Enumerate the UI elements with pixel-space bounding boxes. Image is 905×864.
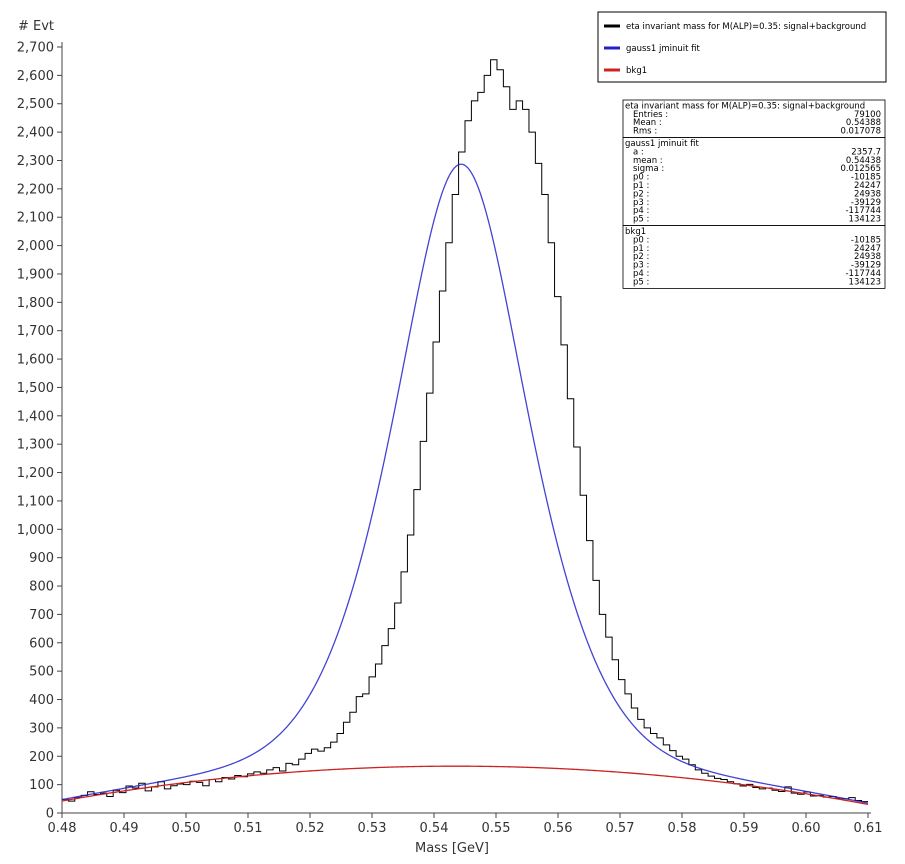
legend-label: bkg1	[626, 66, 647, 76]
histogram-series	[62, 59, 868, 803]
y-tick-label: 1,200	[17, 466, 54, 481]
y-tick-label: 800	[29, 580, 54, 595]
stats-section-title: eta invariant mass for M(ALP)=0.35: sign…	[625, 101, 865, 111]
stats-value: 0.017078	[840, 127, 881, 137]
stats-value: -117744	[845, 269, 881, 279]
stats-label: p1 :	[633, 181, 649, 191]
y-tick-label: 1,300	[17, 438, 54, 453]
stats-value: -10185	[851, 173, 881, 183]
y-tick-label: 2,700	[17, 41, 54, 56]
x-tick-label: 0.61	[854, 821, 883, 836]
y-tick-label: 0	[46, 807, 54, 822]
x-tick-label: 0.54	[420, 821, 449, 836]
y-tick-label: 1,600	[17, 353, 54, 368]
y-tick-label: 1,800	[17, 296, 54, 311]
stats-label: Rms :	[633, 127, 657, 137]
stats-value: 0.012565	[840, 164, 881, 174]
x-tick-label: 0.60	[792, 821, 821, 836]
x-axis: 0.48 0.49 0.50 0.51 0.52 0.53 0.54 0.55 0.56 0.57…	[48, 812, 883, 836]
stats-value: 24247	[854, 181, 881, 191]
y-tick-label: 1,900	[17, 267, 54, 282]
y-tick-label: 2,300	[17, 154, 54, 169]
stats-value: 24938	[854, 189, 881, 199]
stats-value: 2357.7	[851, 147, 881, 157]
x-tick-label: 0.55	[482, 821, 511, 836]
stats-label: p5 :	[633, 215, 649, 225]
y-tick-label: 1,100	[17, 494, 54, 509]
stats-label: p0 :	[633, 235, 649, 245]
x-tick-label: 0.50	[172, 821, 201, 836]
x-tick-label: 0.59	[730, 821, 759, 836]
stats-label: a :	[633, 147, 644, 157]
y-tick-label: 300	[29, 721, 54, 736]
y-tick-label: 200	[29, 750, 54, 765]
y-tick-label: 2,500	[17, 97, 54, 112]
stats-value: 134123	[849, 277, 881, 287]
stats-label: mean :	[633, 156, 663, 166]
y-tick-label: 1,400	[17, 409, 54, 424]
stats-value: -39129	[851, 198, 881, 208]
stats-section	[622, 99, 886, 138]
stats-value: 24247	[854, 244, 881, 254]
x-tick-label: 0.51	[234, 821, 263, 836]
y-tick-label: 2,600	[17, 69, 54, 84]
stats-section-title: gauss1 jminuit fit	[625, 139, 699, 149]
x-tick-label: 0.58	[668, 821, 697, 836]
stats-label: Entries :	[633, 110, 668, 120]
stats-label: sigma :	[633, 164, 664, 174]
legend: eta invariant mass for M(ALP)=0.35: sign…	[597, 11, 887, 83]
stats-section	[622, 137, 886, 227]
y-tick-label: 900	[29, 551, 54, 566]
stats-section-title: bkg1	[625, 227, 646, 237]
y-tick-label: 1,500	[17, 381, 54, 396]
stats-label: p2 :	[633, 189, 649, 199]
stats-label: p4 :	[633, 269, 649, 279]
stats-value: -39129	[851, 261, 881, 271]
y-axis: 0 100 200 300 400 500 600 700 800 900 1,000 1,100 1,…	[17, 41, 63, 822]
stats-label: p1 :	[633, 244, 649, 254]
stats-value: 134123	[849, 215, 881, 225]
stats-label: p2 :	[633, 252, 649, 262]
y-axis-label: # Evt	[18, 19, 54, 34]
stats-section	[622, 225, 886, 289]
y-tick-label: 1,700	[17, 324, 54, 339]
y-tick-label: 1,000	[17, 523, 54, 538]
stats-label: p3 :	[633, 261, 649, 271]
stats-value: 79100	[854, 110, 881, 120]
y-tick-label: 2,200	[17, 182, 54, 197]
x-tick-label: 0.52	[296, 821, 325, 836]
y-tick-label: 2,100	[17, 211, 54, 226]
stats-label: Mean :	[633, 118, 662, 128]
x-tick-label: 0.49	[110, 821, 139, 836]
stats-value: 0.54438	[846, 156, 881, 166]
y-tick-label: 2,000	[17, 239, 54, 254]
legend-box	[597, 11, 887, 83]
stats-label: p5 :	[633, 277, 649, 287]
x-tick-label: 0.53	[358, 821, 387, 836]
stats-value: 24938	[854, 252, 881, 262]
stats-value: -117744	[845, 206, 881, 216]
y-tick-label: 2,400	[17, 126, 54, 141]
stats-label: p0 :	[633, 173, 649, 183]
y-tick-label: 500	[29, 665, 54, 680]
stats-label: p3 :	[633, 198, 649, 208]
y-tick-label: 100	[29, 778, 54, 793]
legend-label: gauss1 jminuit fit	[626, 44, 700, 54]
stats-value: -10185	[851, 235, 881, 245]
stats-label: p4 :	[633, 206, 649, 216]
legend-label: eta invariant mass for M(ALP)=0.35: sign…	[626, 22, 866, 32]
y-tick-label: 600	[29, 636, 54, 651]
x-axis-label: Mass [GeV]	[415, 841, 489, 856]
x-tick-label: 0.56	[544, 821, 573, 836]
background-fit-curve	[61, 765, 869, 806]
signal-fit-curve	[61, 163, 869, 804]
stats-box: eta invariant mass for M(ALP)=0.35: sign…	[622, 99, 886, 289]
x-tick-label: 0.57	[606, 821, 635, 836]
y-tick-label: 400	[29, 693, 54, 708]
stats-value: 0.54388	[846, 118, 881, 128]
y-tick-label: 700	[29, 608, 54, 623]
x-tick-label: 0.48	[48, 821, 77, 836]
